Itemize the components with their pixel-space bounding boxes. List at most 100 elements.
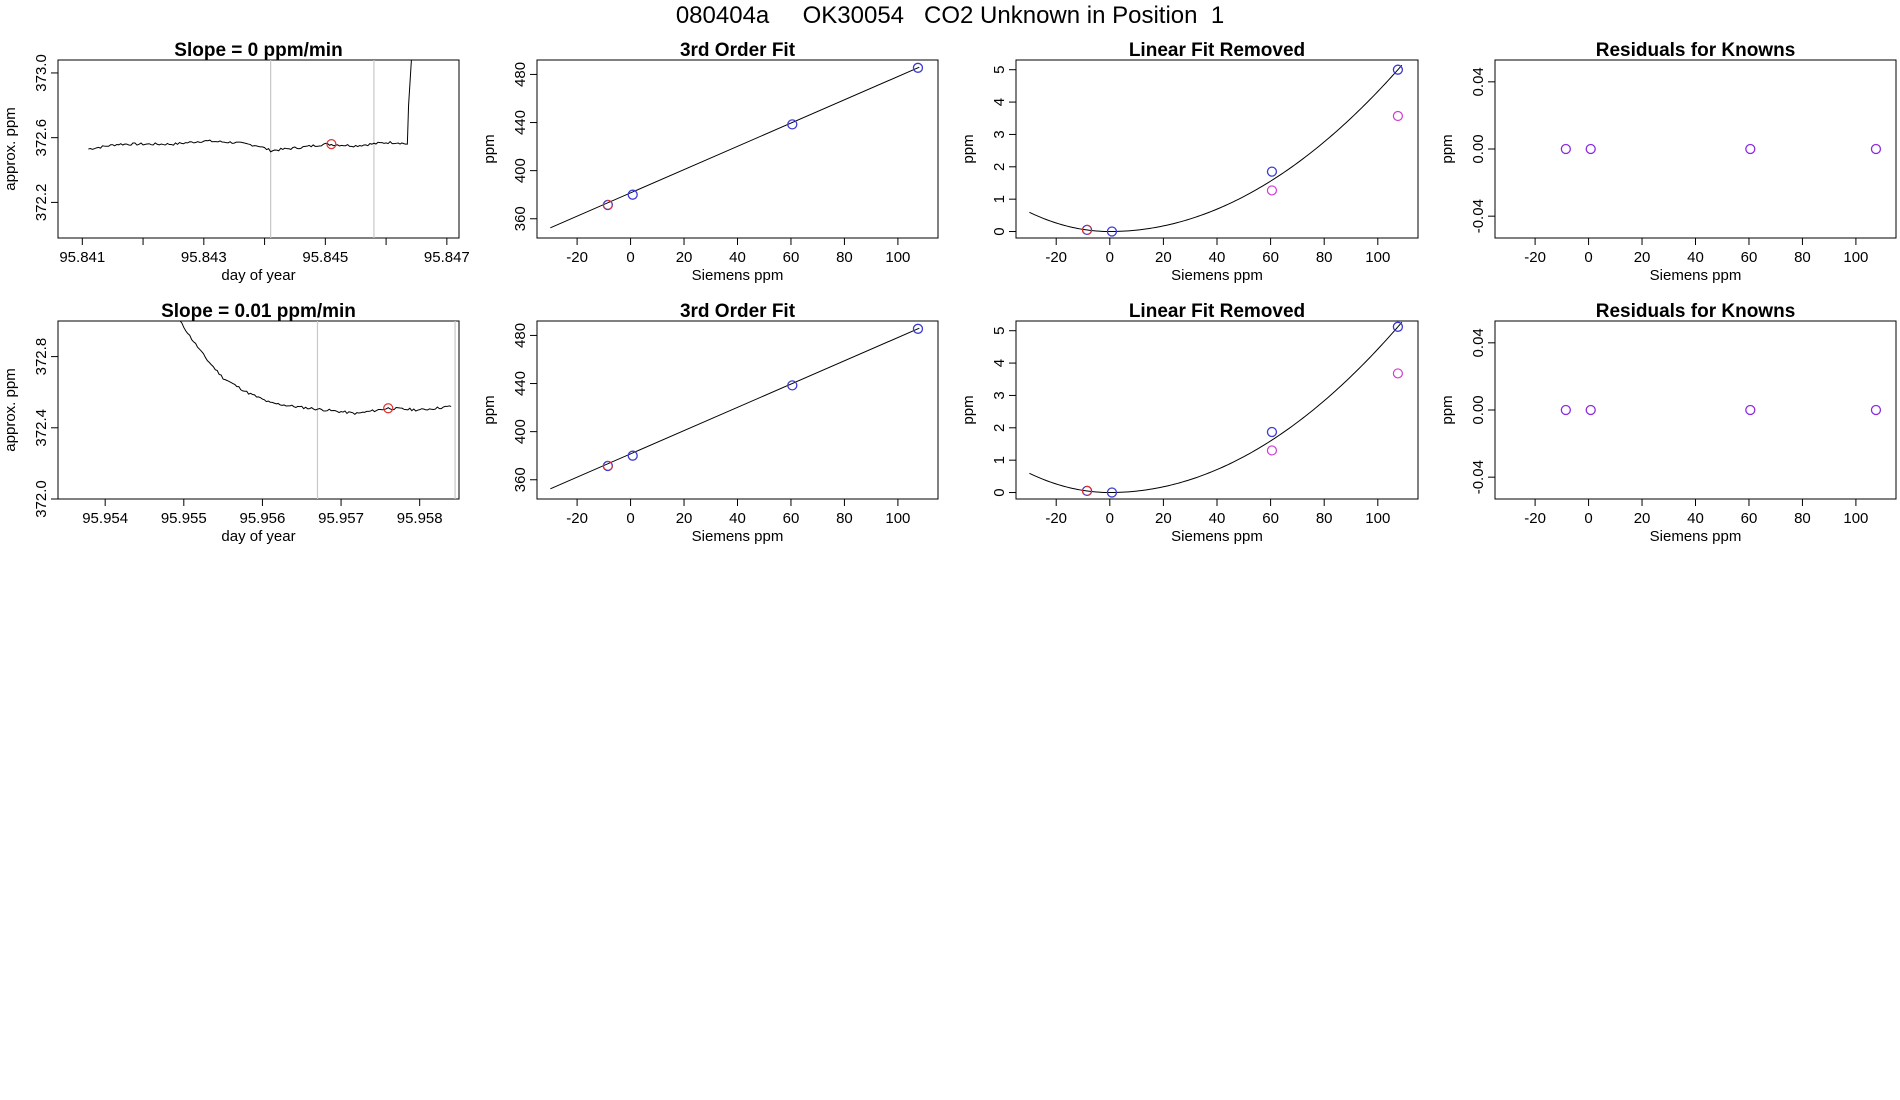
plot-frame — [57, 59, 460, 239]
data-point — [1870, 404, 1882, 416]
panel-title: Slope = 0 ppm/min — [174, 40, 342, 61]
x-tick-label: 95.956 — [239, 510, 285, 527]
data-point — [1106, 226, 1118, 237]
data-point — [1266, 166, 1278, 177]
y-tick-label: 480 — [512, 323, 529, 348]
data-point-magenta — [1392, 110, 1404, 122]
data-point — [1745, 143, 1756, 155]
x-tick-label: 20 — [676, 510, 693, 527]
panel-title: 3rd Order Fit — [680, 301, 796, 322]
panel-4: Residuals for Knowns -20 0 20 40 60 80 100 Sieme… — [1439, 40, 1897, 284]
plot-area — [1560, 404, 1882, 416]
y-tick-label: 2 — [991, 424, 1008, 432]
y-tick-label: 0 — [991, 488, 1008, 496]
plot-frame — [1494, 320, 1897, 500]
data-point-red — [1081, 224, 1093, 236]
x-tick-label: 80 — [1316, 510, 1333, 527]
x-tick-label: -20 — [566, 249, 588, 266]
y-tick-label: 360 — [512, 467, 529, 492]
x-tick-label: 60 — [1262, 249, 1279, 266]
x-tick-label: 40 — [729, 249, 746, 266]
panel-title: Residuals for Knowns — [1596, 301, 1796, 322]
panel-title: 3rd Order Fit — [680, 40, 796, 61]
y-tick-label: 0.00 — [1470, 134, 1487, 163]
x-tick-label: 80 — [836, 510, 853, 527]
x-tick-label: 20 — [676, 249, 693, 266]
x-tick-label: -20 — [1524, 249, 1546, 266]
data-point — [1745, 404, 1756, 416]
x-tick-label: 40 — [1687, 510, 1704, 527]
x-tick-label: 100 — [885, 510, 910, 527]
y-tick-label: -0.04 — [1470, 460, 1487, 494]
x-tick-label: 100 — [1843, 249, 1868, 266]
y-axis-label: ppm — [481, 134, 498, 163]
y-tick-label: 440 — [512, 110, 529, 135]
x-axis-label: Siemens ppm — [1650, 267, 1742, 284]
data-point — [1870, 143, 1882, 155]
x-tick-label: 20 — [1634, 249, 1651, 266]
data-point-magenta — [1266, 445, 1278, 456]
y-tick-label: 400 — [512, 158, 529, 183]
data-point-magenta — [1266, 185, 1278, 196]
y-axis-label: ppm — [1439, 395, 1456, 424]
plot-area — [550, 323, 924, 490]
y-axis-label: ppm — [1439, 134, 1456, 163]
y-tick-label: 3 — [991, 391, 1008, 399]
data-point — [912, 62, 924, 73]
y-tick-label: 372.2 — [33, 184, 50, 222]
x-tick-label: 80 — [1794, 249, 1811, 266]
y-tick-label: 4 — [991, 98, 1008, 106]
y-axis-label: ppm — [960, 134, 977, 163]
plot-frame — [536, 59, 939, 239]
y-tick-label: 480 — [512, 62, 529, 87]
y-tick-label: 372.8 — [33, 338, 50, 376]
x-tick-label: 40 — [1209, 510, 1226, 527]
data-point — [1560, 143, 1571, 155]
fit-line — [550, 66, 920, 229]
x-tick-label: 80 — [836, 249, 853, 266]
data-point — [627, 189, 638, 200]
data-point — [787, 119, 798, 130]
y-tick-label: 2 — [991, 163, 1008, 171]
x-tick-label: 100 — [1843, 510, 1868, 527]
data-point — [912, 323, 924, 334]
data-point — [787, 380, 798, 391]
panel-3: Linear Fit Removed-20 0 20 40 60 80 100Siemens… — [960, 40, 1419, 284]
x-tick-label: 95.958 — [397, 510, 443, 527]
y-tick-label: 1 — [991, 195, 1008, 203]
x-axis-label: Siemens ppm — [1171, 267, 1263, 284]
panel-1: Slope = 0 ppm/min 95.841 95.843 95.845 95.84… — [2, 40, 470, 284]
x-tick-label: 40 — [729, 510, 746, 527]
data-point — [1392, 64, 1404, 75]
plot-area — [1029, 321, 1404, 498]
plot-area — [88, 60, 412, 238]
plot-area — [550, 62, 924, 229]
y-tick-label: 373.0 — [33, 54, 50, 92]
panel-7: Linear Fit Removed-20 0 20 40 60 80 100Siemens… — [960, 301, 1419, 545]
fit-curve — [1029, 321, 1403, 494]
plot-frame — [1494, 59, 1897, 239]
x-tick-label: 60 — [1741, 510, 1758, 527]
x-tick-label: 60 — [1741, 249, 1758, 266]
x-tick-label: 100 — [1365, 249, 1390, 266]
x-tick-label: 95.954 — [82, 510, 128, 527]
panel-2: 3rd Order Fit -20 0 20 40 60 80 100 Siemens ppm 3… — [481, 40, 939, 284]
x-tick-label: 80 — [1316, 249, 1333, 266]
x-tick-label: 20 — [1155, 249, 1172, 266]
y-tick-label: 5 — [991, 66, 1008, 74]
x-tick-label: 0 — [626, 249, 634, 266]
y-tick-label: 400 — [512, 419, 529, 444]
plot-frame — [536, 320, 939, 500]
x-tick-label: 60 — [783, 249, 800, 266]
y-axis-label: ppm — [960, 395, 977, 424]
x-tick-label: 0 — [626, 510, 634, 527]
data-point — [1266, 426, 1278, 438]
plot-frame — [1015, 320, 1419, 500]
y-tick-label: 1 — [991, 456, 1008, 464]
x-tick-label: 60 — [1262, 510, 1279, 527]
x-tick-label: 0 — [1106, 249, 1114, 266]
data-series-line — [179, 321, 452, 416]
x-tick-label: 95.845 — [302, 249, 348, 266]
data-point — [627, 450, 638, 461]
y-tick-label: 372.6 — [33, 119, 50, 157]
